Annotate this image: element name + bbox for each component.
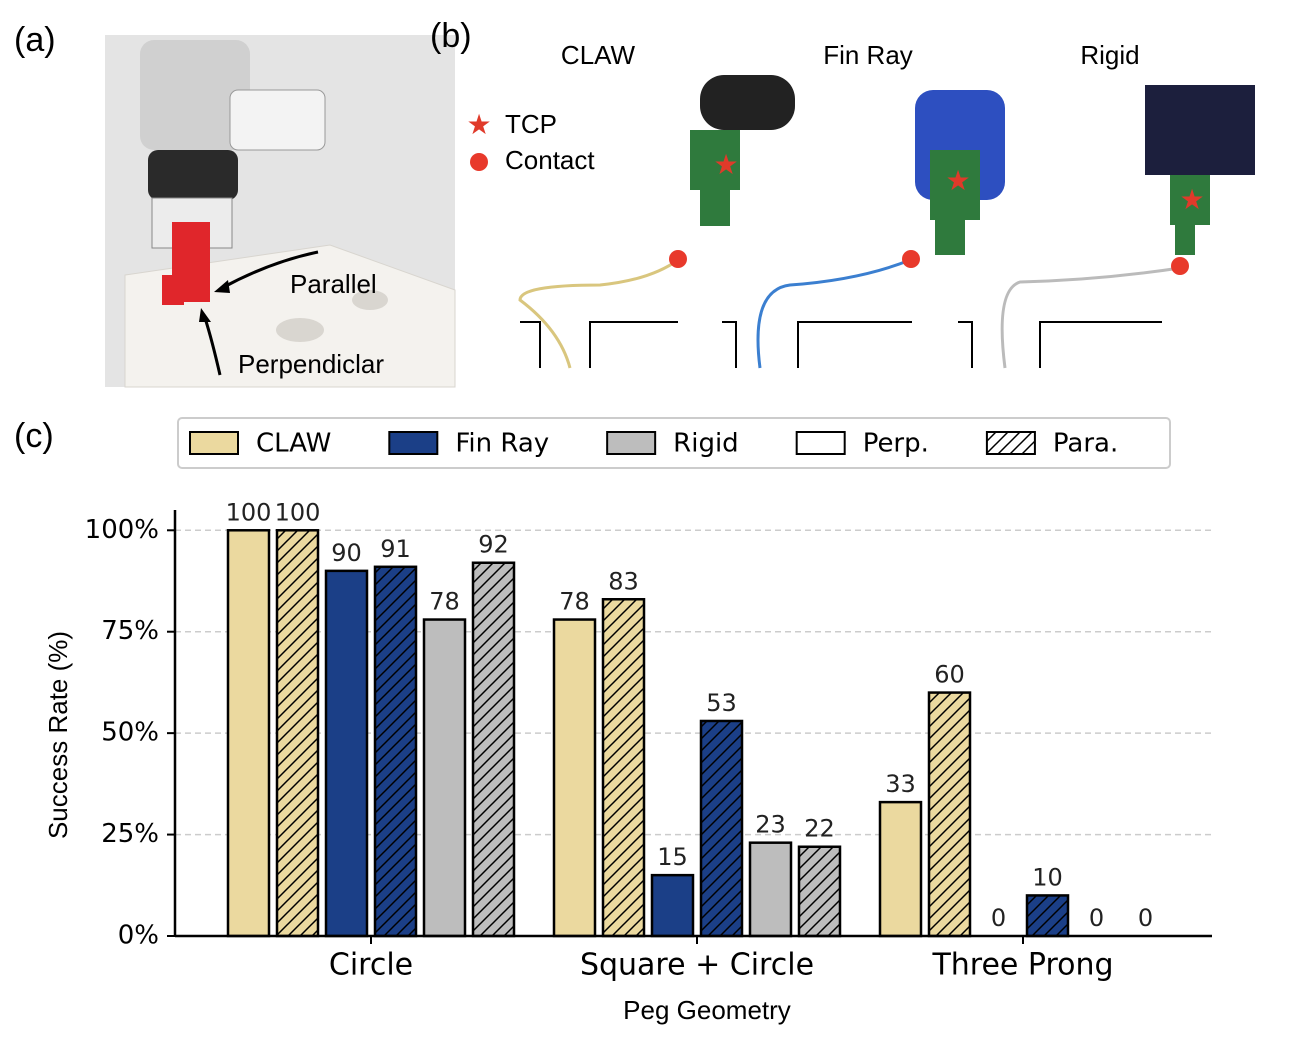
x-axis-label: Peg Geometry	[623, 995, 791, 1025]
panel-b-sketch	[518, 75, 1255, 369]
bar	[601, 598, 646, 938]
legend-swatch	[606, 431, 657, 455]
value-label: 78	[559, 588, 590, 616]
value-label: 0	[991, 904, 1006, 932]
x-tick-label: Circle	[329, 948, 413, 983]
legend-swatch	[795, 431, 846, 455]
value-label: 10	[1032, 863, 1063, 891]
bar	[324, 569, 369, 938]
bar	[927, 691, 972, 938]
value-label: 60	[934, 661, 965, 689]
value-label: 92	[478, 531, 509, 559]
x-tick-label: Three Prong	[931, 948, 1113, 983]
x-tick-label: Square + Circle	[580, 948, 814, 983]
bar	[797, 845, 842, 938]
legend-swatch	[189, 431, 239, 455]
y-tick-label: 75%	[101, 616, 159, 646]
value-label: 100	[226, 498, 272, 526]
y-tick-label: 50%	[101, 718, 159, 748]
y-tick-label: 25%	[101, 819, 159, 849]
legend-label: Rigid	[673, 429, 739, 459]
contact-icon	[470, 153, 488, 171]
gripper-title: Rigid	[1080, 40, 1139, 70]
legend-label: Para.	[1053, 429, 1118, 459]
bar	[699, 719, 744, 938]
bar	[748, 841, 793, 938]
value-label: 78	[429, 588, 460, 616]
y-tick-label: 0%	[118, 921, 159, 951]
value-label: 90	[331, 539, 362, 567]
value-label: 53	[706, 689, 737, 717]
legend-label: Fin Ray	[455, 429, 549, 459]
value-label: 0	[1089, 904, 1104, 932]
annotation: Parallel	[290, 269, 377, 299]
value-label: 83	[608, 567, 639, 595]
bar	[878, 800, 923, 938]
value-label: 100	[275, 498, 321, 526]
annotation: Perpendiclar	[238, 349, 384, 379]
bar	[650, 873, 695, 938]
tcp-marker: ★	[713, 148, 738, 181]
value-label: 22	[804, 815, 835, 843]
panel-label: (b)	[430, 17, 472, 55]
legend-label: TCP	[505, 109, 557, 139]
tcp-marker: ★	[1179, 183, 1204, 216]
value-label: 23	[755, 811, 786, 839]
tcp-marker: ★	[945, 164, 970, 197]
gripper-title: Fin Ray	[823, 40, 913, 70]
tcp-icon: ★	[466, 108, 491, 141]
legend-swatch	[388, 431, 439, 455]
value-label: 33	[885, 770, 916, 798]
bar	[552, 618, 597, 938]
contact-marker	[902, 250, 920, 268]
bar	[1025, 894, 1070, 938]
bar	[373, 565, 418, 938]
y-tick-label: 100%	[85, 515, 159, 545]
panel-label: (c)	[14, 417, 54, 455]
value-label: 15	[657, 843, 688, 871]
value-label: 91	[380, 535, 411, 563]
bar	[275, 529, 320, 938]
legend-label: CLAW	[256, 429, 331, 459]
contact-marker	[1171, 257, 1189, 275]
legend-label: Contact	[505, 145, 595, 175]
bar	[226, 529, 271, 938]
legend-box	[177, 417, 1171, 469]
panel-label: (a)	[14, 21, 56, 59]
legend-label: Perp.	[863, 429, 929, 459]
legend-swatch	[985, 431, 1036, 455]
bar	[471, 561, 516, 938]
gripper-title: CLAW	[561, 40, 636, 70]
y-axis-label: Success Rate (%)	[43, 631, 73, 839]
panel-a-photo	[105, 35, 456, 388]
value-label: 0	[1138, 904, 1153, 932]
contact-marker	[669, 250, 687, 268]
bar	[422, 618, 467, 938]
